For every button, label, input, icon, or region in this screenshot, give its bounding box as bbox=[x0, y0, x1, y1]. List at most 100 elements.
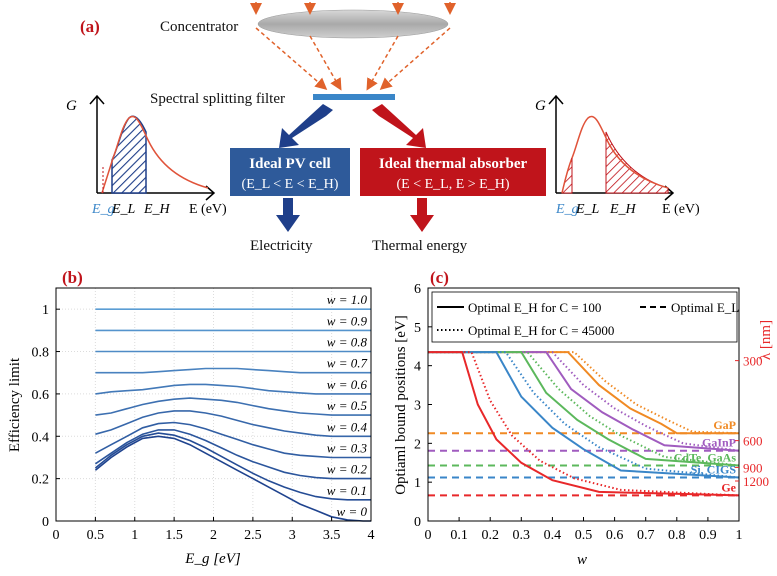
series-label: w = 0.7 bbox=[327, 356, 368, 371]
pv-spectrum-plot: G E_g E_L E_H E (eV) bbox=[66, 94, 227, 217]
panel-b-y-label: Efficiency limit bbox=[7, 357, 23, 452]
panel-c-legend: Optimal E_H for C = 100 Optimal E_L Opti… bbox=[431, 291, 739, 343]
series-label: w = 0.8 bbox=[327, 335, 368, 350]
pv-spectrum-y-label: G bbox=[66, 98, 77, 114]
x-tick-label: 0.8 bbox=[668, 528, 686, 543]
thermal-eh-label: E_H bbox=[609, 202, 637, 217]
x-tick-label: 0 bbox=[53, 528, 60, 543]
thermal-energy-label: Thermal energy bbox=[372, 238, 468, 254]
pv-arrow bbox=[279, 104, 333, 148]
x-tick-label: 0.3 bbox=[513, 528, 531, 543]
x-tick-label: 0.6 bbox=[606, 528, 624, 543]
series-line bbox=[95, 397, 371, 416]
panel-b-x-label: E_g [eV] bbox=[184, 551, 241, 567]
series-label: w = 0.2 bbox=[327, 462, 368, 477]
thermal-absorber-title: Ideal thermal absorber bbox=[379, 156, 528, 172]
series-line bbox=[95, 410, 371, 438]
x-tick-label: 0.2 bbox=[481, 528, 499, 543]
x-tick-label: 1 bbox=[131, 528, 138, 543]
optimal-eh-c100-line bbox=[428, 351, 740, 452]
x-tick-label: 1 bbox=[736, 528, 743, 543]
x-tick-label: 0.4 bbox=[544, 528, 562, 543]
x-tick-label: 4 bbox=[368, 528, 375, 543]
material-label: Si, CIGS bbox=[691, 463, 737, 477]
series-line bbox=[94, 432, 371, 501]
optimal-eh-c45000-line bbox=[428, 351, 740, 452]
optimal-eh-c100-line bbox=[428, 351, 739, 435]
pv-cell-condition: (E_L < E < E_H) bbox=[242, 177, 339, 192]
concentrator-lens bbox=[257, 9, 449, 39]
y-tick-label: 0.8 bbox=[32, 346, 50, 361]
optimal-eh-c100-line bbox=[428, 351, 740, 479]
series-label: w = 0.5 bbox=[327, 398, 368, 413]
legend-solid-label: Optimal E_H for C = 100 bbox=[468, 300, 601, 315]
series-line bbox=[95, 383, 371, 395]
series-label: w = 1.0 bbox=[327, 292, 368, 307]
pv-cell-box bbox=[230, 148, 350, 196]
series-label: w = 0 bbox=[337, 504, 368, 519]
material-label: CdTe, GaAs bbox=[674, 450, 737, 464]
x-tick-label: 0.7 bbox=[637, 528, 655, 543]
y-tick-label: 1 bbox=[414, 476, 421, 491]
spectral-filter bbox=[313, 94, 395, 100]
right-tick-label: 1200 bbox=[743, 474, 769, 489]
thermal-eg-label: E_g bbox=[555, 202, 579, 217]
y-tick-label: 5 bbox=[414, 321, 421, 336]
series-label: w = 0.6 bbox=[327, 377, 368, 392]
panel-b-axes: 0 0.5 1 1.5 2 2.5 3 3.5 4 0 0.2 0.4 0.6 0.8 1 bbox=[32, 303, 375, 543]
x-tick-label: 2.5 bbox=[244, 528, 262, 543]
y-tick-label: 2 bbox=[414, 437, 421, 452]
thermal-absorber-condition: (E < E_L, E > E_H) bbox=[397, 177, 510, 192]
pv-eh-label: E_H bbox=[143, 202, 171, 217]
x-tick-label: 0 bbox=[425, 528, 432, 543]
x-tick-label: 1.5 bbox=[165, 528, 183, 543]
y-tick-label: 0.4 bbox=[32, 430, 50, 445]
thermal-spectrum-plot: G E_g E_L E_H E (eV) bbox=[535, 94, 700, 217]
right-tick-label: 900 bbox=[743, 460, 763, 475]
optimal-eh-c100-line bbox=[428, 351, 740, 497]
x-tick-label: 3.5 bbox=[323, 528, 341, 543]
x-tick-label: 2 bbox=[210, 528, 217, 543]
series-line bbox=[95, 421, 371, 459]
panel-c-axes: 0 0.1 0.2 0.3 0.4 0.5 0.6 0.7 0.8 0.9 1 0 1 2 3 4 5 6 300 6… bbox=[414, 282, 769, 543]
electricity-arrow bbox=[276, 198, 300, 232]
panel-b-chart: (b) w = 1.0w = 0.9w = 0.8w = 0.7w = 0.6w… bbox=[7, 268, 375, 567]
x-tick-label: 0.9 bbox=[699, 528, 717, 543]
y-tick-label: 3 bbox=[414, 399, 421, 414]
series-line bbox=[94, 435, 371, 522]
thermal-arrow bbox=[372, 104, 426, 148]
electricity-label: Electricity bbox=[250, 238, 313, 254]
series-label: w = 0.4 bbox=[327, 419, 368, 434]
series-line bbox=[94, 429, 371, 480]
pv-cell-title: Ideal PV cell bbox=[249, 156, 330, 172]
panel-c-x-label: w bbox=[577, 552, 587, 568]
series-label: w = 0.1 bbox=[327, 483, 367, 498]
panel-c-label: (c) bbox=[430, 268, 449, 287]
x-tick-label: 0.5 bbox=[575, 528, 593, 543]
panel-b-series: w = 1.0 w = 0.9 w = 0.8 w = 0.7 w = 0.6 w = 0… bbox=[94, 292, 371, 522]
incident-rays bbox=[250, 2, 456, 91]
thermal-spectrum-y-label: G bbox=[535, 98, 546, 114]
y-tick-label: 0 bbox=[414, 515, 421, 530]
pv-spectrum-x-label: E (eV) bbox=[189, 202, 227, 217]
panel-c-right-y-label: λ [nm] bbox=[758, 320, 774, 360]
optimal-eh-c100-line bbox=[428, 351, 740, 467]
material-label: GaInP bbox=[702, 436, 736, 450]
y-tick-label: 1 bbox=[42, 303, 49, 318]
material-label: GaP bbox=[713, 418, 736, 432]
panel-b-label: (b) bbox=[62, 268, 83, 287]
x-tick-label: 0.5 bbox=[87, 528, 105, 543]
thermal-absorber-box bbox=[360, 148, 546, 196]
series-label: w = 0.9 bbox=[327, 313, 368, 328]
thermal-energy-arrow bbox=[410, 198, 434, 232]
right-tick-label: 300 bbox=[743, 354, 763, 369]
concentrator-label: Concentrator bbox=[160, 19, 238, 35]
thermal-spectrum-x-label: E (eV) bbox=[662, 202, 700, 217]
panel-c-y-label: Optiaml bound positions [eV] bbox=[393, 315, 409, 495]
series-line bbox=[95, 367, 371, 374]
legend-dashed-label: Optimal E_L bbox=[671, 300, 739, 315]
pv-el-label: E_L bbox=[111, 202, 136, 217]
panel-b-grid bbox=[55, 288, 372, 522]
